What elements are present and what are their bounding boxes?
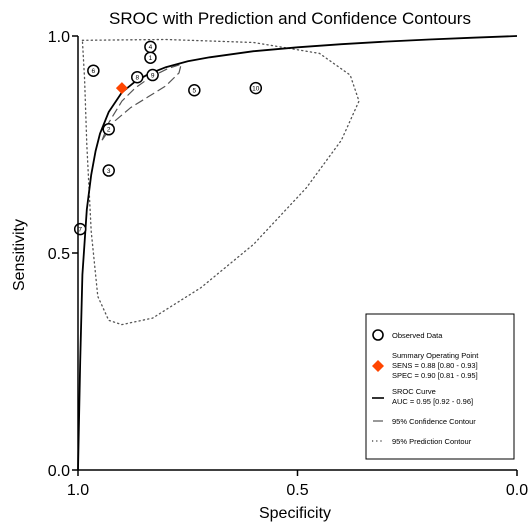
confidence-contour <box>101 63 183 141</box>
legend-observed-marker <box>372 329 384 341</box>
legend-summary-marker <box>372 360 384 372</box>
summary-point-layer <box>115 82 128 95</box>
legend-observed-text: Observed Data <box>392 331 443 340</box>
study-label: 2 <box>107 127 111 134</box>
x-axis-label: Specificity <box>259 505 331 522</box>
x-tick-label: 1.0 <box>67 482 89 499</box>
legend-box <box>365 313 515 460</box>
study-marker <box>102 123 115 136</box>
study-point: 10 <box>249 81 263 95</box>
x-tick-label: 0.0 <box>506 482 528 499</box>
study-marker <box>102 164 115 177</box>
study-marker <box>146 68 159 82</box>
legend: Observed Data Summary Operating Point SE… <box>365 313 515 460</box>
axes: 0.0 0.5 1.0 1.0 0.5 0.0 <box>48 29 528 499</box>
confidence-contour-layer <box>101 63 183 141</box>
y-axis-label: Sensitivity <box>11 219 28 291</box>
study-label: 3 <box>107 168 111 175</box>
y-tick-label: 0.0 <box>48 463 70 480</box>
study-point: 8 <box>131 70 144 84</box>
study-point: 2 <box>102 123 115 136</box>
study-marker <box>144 40 157 54</box>
study-point: 1 <box>144 51 157 64</box>
study-label: 4 <box>149 44 153 51</box>
legend-prediction-text: 95% Prediction Contour <box>392 437 472 446</box>
observed-studies-layer: 1 2 3 4 5 6 7 8 9 10 <box>73 40 263 236</box>
legend-summary-title: Summary Operating Point <box>392 351 479 360</box>
study-label: 9 <box>151 72 155 79</box>
prediction-contour-layer <box>81 38 360 326</box>
study-label: 5 <box>193 88 197 95</box>
prediction-contour <box>81 38 360 326</box>
chart-title: SROC with Prediction and Confidence Cont… <box>109 9 471 28</box>
study-point: 7 <box>73 222 87 236</box>
study-marker <box>188 84 201 97</box>
study-marker <box>131 70 144 84</box>
plot-area: 1 2 3 4 5 6 7 8 9 10 <box>73 35 518 471</box>
study-label: 1 <box>149 55 153 62</box>
study-label: 8 <box>135 75 139 82</box>
study-label: 6 <box>92 68 96 75</box>
legend-summary-sens: SENS = 0.88 [0.80 - 0.93] <box>392 361 478 370</box>
study-point: 3 <box>102 164 115 177</box>
study-point: 6 <box>87 64 100 77</box>
study-point: 9 <box>146 68 159 82</box>
study-label: 10 <box>252 85 260 92</box>
study-marker <box>249 81 263 95</box>
y-tick-label: 1.0 <box>48 29 70 46</box>
legend-sroc-auc: AUC = 0.95 [0.92 - 0.96] <box>392 397 473 406</box>
summary-operating-point <box>115 82 128 95</box>
legend-sroc-title: SROC Curve <box>392 387 436 396</box>
legend-confidence-text: 95% Confidence Contour <box>392 417 476 426</box>
y-tick-label: 0.5 <box>48 246 70 263</box>
study-label: 7 <box>78 226 82 233</box>
x-tick-label: 0.5 <box>286 482 308 499</box>
study-point: 5 <box>188 84 201 97</box>
legend-summary-spec: SPEC = 0.90 [0.81 - 0.95] <box>392 371 478 380</box>
study-point: 4 <box>144 40 157 54</box>
study-marker <box>87 64 100 77</box>
